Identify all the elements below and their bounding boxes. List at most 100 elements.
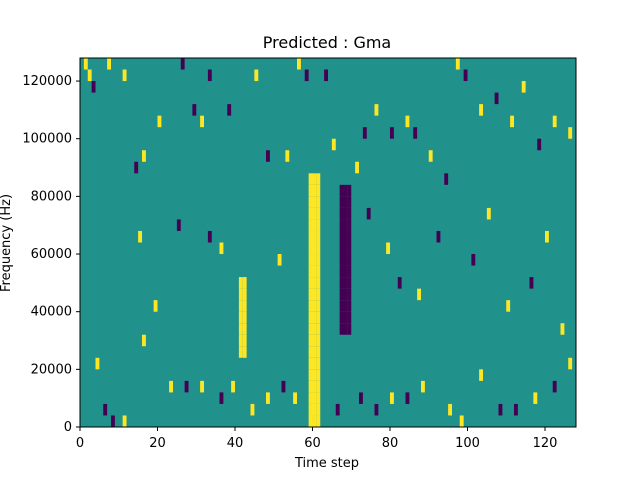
heatmap-band-cell: [343, 196, 348, 208]
heatmap-cell: [533, 392, 538, 404]
heatmap-band-cell: [316, 277, 321, 289]
heatmap-cell: [207, 69, 212, 82]
heatmap-band-cell: [238, 334, 243, 347]
heatmap-band-cell: [238, 300, 243, 312]
heatmap-band-cell: [312, 357, 317, 370]
heatmap-band-cell: [312, 242, 317, 255]
heatmap-cell: [386, 242, 391, 255]
heatmap-band-cell: [308, 196, 313, 208]
heatmap-band-cell: [347, 219, 352, 231]
heatmap-band-cell: [316, 254, 321, 266]
heatmap-band-cell: [316, 288, 321, 301]
heatmap-band-cell: [308, 357, 313, 370]
heatmap-background: [80, 58, 576, 427]
heatmap-band-cell: [312, 184, 317, 197]
heatmap-band-cell: [316, 415, 321, 427]
y-tick-label: 100000: [22, 132, 72, 147]
heatmap-cell: [494, 92, 499, 105]
heatmap-band-cell: [316, 334, 321, 347]
heatmap-band-cell: [347, 265, 352, 278]
heatmap-cell: [219, 242, 224, 255]
heatmap-band-cell: [312, 265, 317, 278]
heatmap-band-cell: [308, 265, 313, 278]
heatmap-cell: [95, 357, 100, 370]
heatmap-band-cell: [347, 230, 352, 243]
y-axis-label: Frequency (Hz): [0, 194, 14, 292]
heatmap-band-cell: [308, 403, 313, 416]
heatmap-band-cell: [312, 196, 317, 208]
heatmap-cell: [417, 288, 422, 301]
heatmap-cell: [304, 69, 309, 82]
heatmap-cell: [471, 254, 476, 266]
heatmap-band-cell: [343, 277, 348, 289]
heatmap-band-cell: [312, 288, 317, 301]
heatmap-cell: [324, 69, 329, 82]
heatmap-band-cell: [312, 392, 317, 404]
heatmap-band-cell: [343, 219, 348, 231]
heatmap-band-cell: [316, 219, 321, 231]
heatmap-cell: [331, 138, 336, 151]
heatmap-cell: [459, 415, 464, 427]
heatmap-band-cell: [339, 277, 344, 289]
heatmap-band-cell: [339, 196, 344, 208]
heatmap-band-cell: [316, 300, 321, 312]
heatmap-band-cell: [308, 369, 313, 381]
heatmap-cell: [250, 403, 255, 416]
heatmap-cell: [521, 81, 526, 93]
heatmap-cell: [277, 254, 282, 266]
heatmap-band-cell: [316, 357, 321, 370]
heatmap-band-cell: [312, 219, 317, 231]
heatmap-band-cell: [316, 380, 321, 393]
heatmap-band-cell: [339, 242, 344, 255]
heatmap-band-cell: [347, 242, 352, 255]
heatmap-band-cell: [308, 380, 313, 393]
heatmap-band-cell: [343, 230, 348, 243]
heatmap-cell: [176, 219, 181, 231]
heatmap-band-cell: [312, 311, 317, 324]
heatmap-band-cell: [242, 300, 247, 312]
heatmap-cell: [87, 69, 92, 82]
heatmap-cell: [545, 230, 549, 243]
heatmap-band-cell: [316, 403, 321, 416]
heatmap-band-cell: [312, 207, 317, 220]
heatmap-band-cell: [308, 346, 313, 358]
heatmap-cell: [107, 58, 112, 70]
heatmap-band-cell: [308, 334, 313, 347]
heatmap-band-cell: [343, 288, 348, 301]
heatmap-band-cell: [312, 369, 317, 381]
heatmap-band-cell: [347, 207, 352, 220]
heatmap-cell: [479, 104, 484, 116]
heatmap-cell: [293, 392, 298, 404]
heatmap-band-cell: [343, 265, 348, 278]
heatmap-cell: [498, 403, 503, 416]
heatmap-band-cell: [316, 207, 321, 220]
heatmap-cell: [506, 300, 511, 312]
heatmap-band-cell: [347, 288, 352, 301]
heatmap-cell: [568, 127, 573, 139]
y-tick-label: 60000: [31, 247, 72, 262]
heatmap-cell: [281, 380, 286, 393]
heatmap-cell: [142, 334, 146, 347]
heatmap-band-cell: [347, 300, 352, 312]
heatmap-band-cell: [343, 207, 348, 220]
heatmap-band-cell: [339, 184, 344, 197]
heatmap-band-cell: [347, 277, 352, 289]
heatmap-cell: [444, 173, 449, 185]
heatmap-band-cell: [308, 323, 313, 335]
heatmap-cell: [184, 380, 189, 393]
heatmap-cell: [362, 127, 367, 139]
heatmap-cell: [219, 392, 224, 404]
heatmap-cell: [103, 403, 108, 416]
heatmap-cell: [200, 380, 205, 393]
heatmap-band-cell: [316, 265, 321, 278]
heatmap-band-cell: [316, 323, 321, 335]
heatmap-band-cell: [339, 265, 344, 278]
heatmap-cell: [134, 161, 139, 174]
heatmap-cell: [421, 380, 425, 393]
x-tick-label: 60: [304, 436, 321, 451]
heatmap-cell: [436, 230, 441, 243]
heatmap-cell: [111, 415, 115, 427]
heatmap-cell: [335, 403, 340, 416]
heatmap-cell: [374, 403, 379, 416]
